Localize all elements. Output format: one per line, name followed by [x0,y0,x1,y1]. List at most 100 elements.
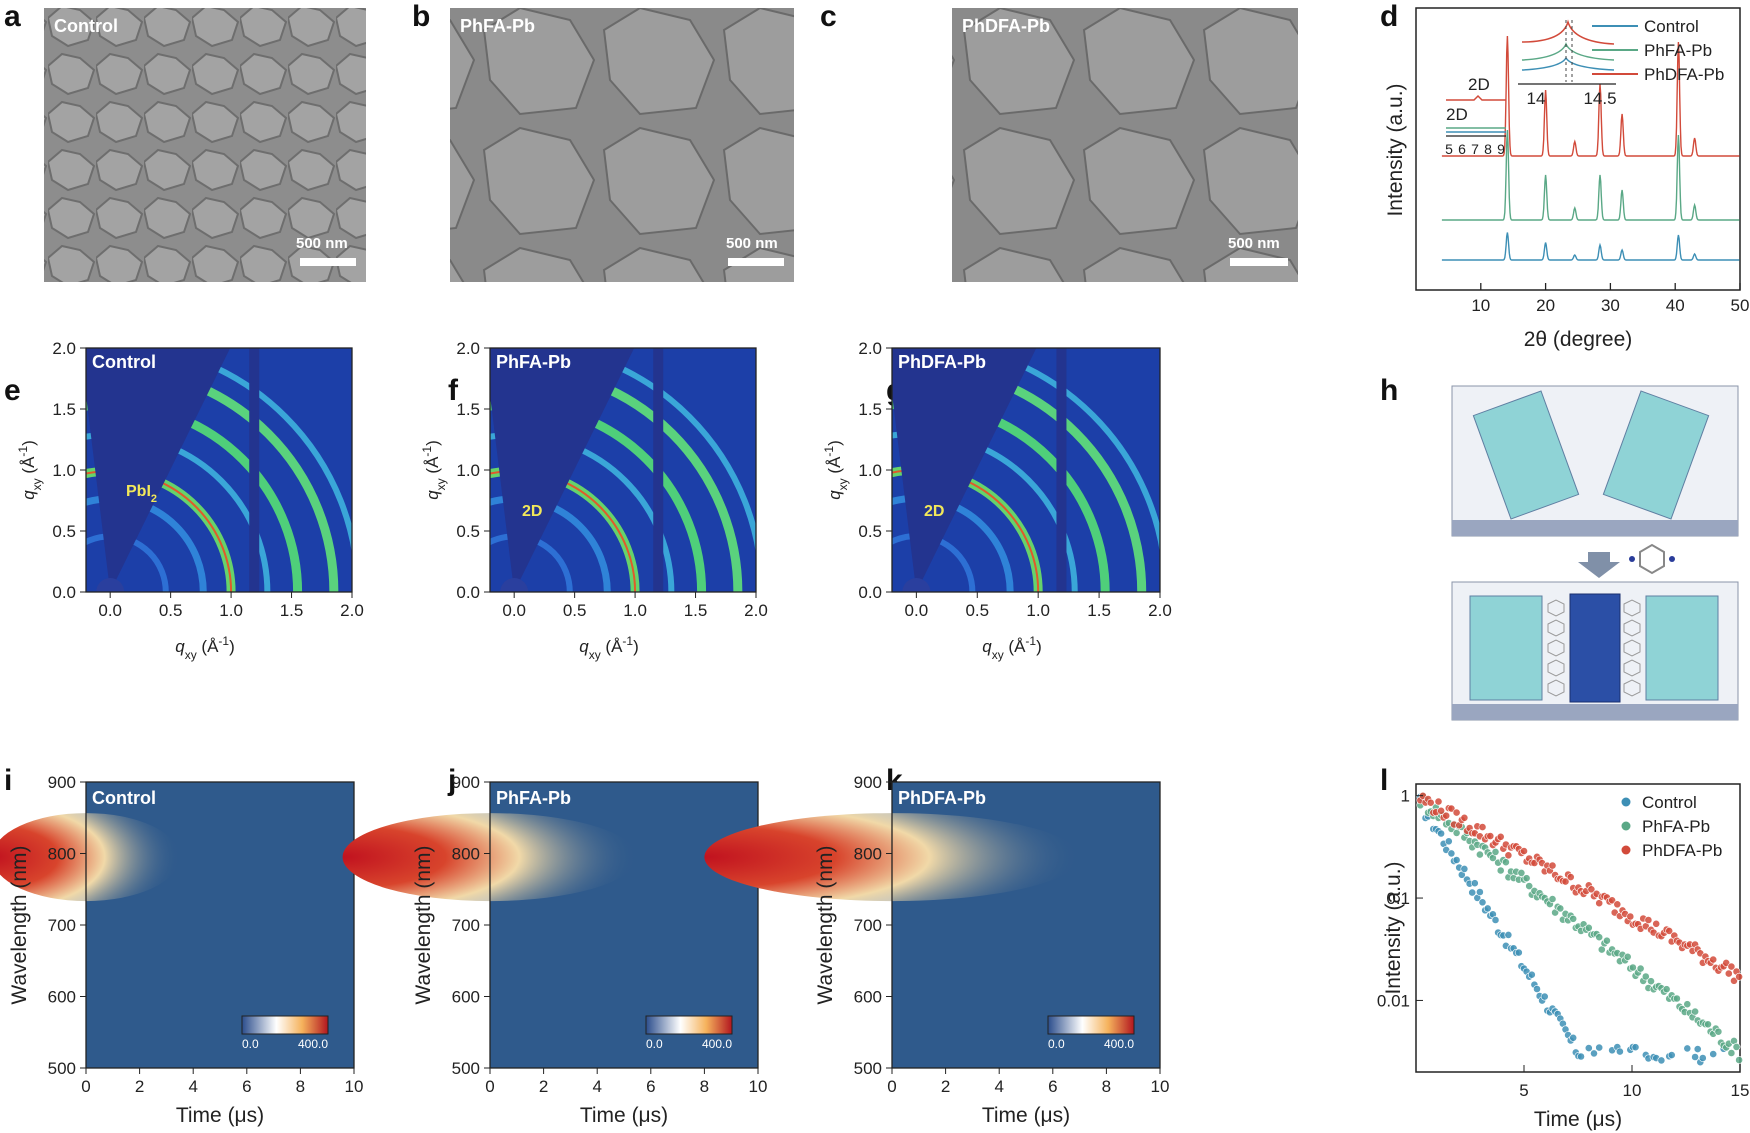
organic-spacer [1623,639,1641,657]
organic-spacer [1547,639,1565,657]
giwaxs-y-label-part: (Å [19,456,38,478]
trpl-point [1603,936,1611,945]
pl-ytick-label: 700 [48,916,76,935]
trpl-point [1647,977,1655,986]
trpl-point [1732,1043,1741,1051]
organic-spacer [1547,619,1565,637]
trpl-point [1595,1043,1604,1052]
giwaxs-missing-wedge [490,348,635,592]
pl-xlabel: Time (μs) [982,1104,1070,1127]
pl-xtick-label: 8 [1102,1077,1111,1096]
giwaxs-ytick-label: 2.0 [456,339,480,358]
pl-xtick-label: 0 [887,1077,896,1096]
trpl-legend: Control PhFA-Pb PhDFA-Pb [1621,793,1722,860]
giwaxs-map-control: Control PbI2 0.0 0.5 1.0 1.5 2.0 0.0 0.5 1.0 1.5 2.… [16,339,364,662]
trpl-point [1693,1045,1702,1053]
xrd-tick-label: 50 [1731,296,1750,315]
legend-label-phfa: PhFA-Pb [1642,817,1710,836]
trpl-point [1587,885,1596,894]
giwaxs-y-label-part: -1 [420,446,434,457]
giwaxs-detector-gap [249,348,260,592]
giwaxs-x-label-part: (Å [601,637,623,656]
pl-xtick-label: 10 [749,1077,768,1096]
giwaxs-ytick-label: 1.5 [456,400,480,419]
pl-sample-label: PhDFA-Pb [898,788,986,808]
crystal-schematic [1451,385,1739,721]
giwaxs-ytick-label: 1.0 [456,461,480,480]
trpl-point [1483,904,1492,913]
trpl-point [1623,952,1632,961]
perovskite-slab [1645,595,1719,701]
sem-image-control: Control 500 nm [44,8,366,282]
giwaxs-content [892,348,1160,592]
giwaxs-xtick-label: 2.0 [340,601,364,620]
panel-label-e: e [4,374,21,407]
pl-xtick-label: 2 [539,1077,548,1096]
giwaxs-y-label: qxy (Å-1) [822,440,850,500]
giwaxs-y-label-part: (Å [423,456,442,478]
inset-tick: 8 [1484,141,1492,157]
trpl-ytick-label: 0.1 [1386,889,1410,908]
giwaxs-annotation: 2D [924,503,944,520]
trpl-point [1709,955,1718,964]
down-arrow-icon [1578,552,1620,578]
giwaxs-xtick-label: 0.0 [905,601,929,620]
giwaxs-y-label-part: ) [423,440,442,446]
xrd-xlabel: 2θ (degree) [1524,328,1633,351]
giwaxs-x-label-part: q [982,637,992,656]
giwaxs-x-label-part: -1 [1025,634,1036,648]
trpl-point [1730,976,1738,985]
giwaxs-x-label: qxy (Å-1) [579,634,639,662]
legend-swatch-phdfa [1621,845,1631,855]
giwaxs-annotation: PbI2 [126,483,157,505]
scale-bar-label: 500 nm [726,235,778,252]
giwaxs-y-label-part: -1 [822,446,836,457]
organic-spacer [1623,599,1641,617]
pl-xtick-label: 8 [296,1077,305,1096]
trpl-point [1548,861,1557,870]
giwaxs-xtick-label: 1.0 [623,601,647,620]
pl-xtick-label: 4 [592,1077,601,1096]
pl-ytick-label: 600 [48,988,76,1007]
giwaxs-x-label-part: (Å [1004,637,1026,656]
trpl-point [1434,797,1443,806]
pl-ytick-label: 800 [854,845,882,864]
trpl-point [1520,847,1528,855]
giwaxs-missing-wedge [86,348,231,592]
giwaxs-ytick-label: 0.0 [456,583,480,602]
organic-spacer [1547,659,1565,677]
trpl-point [1476,888,1484,896]
pl-ytick-label: 800 [48,845,76,864]
sem-label-phfa: PhFA-Pb [460,16,535,36]
trpl-point [1452,808,1461,817]
giwaxs-detector-gap [653,348,664,592]
pl-xtick-label: 8 [700,1077,709,1096]
xrd-tick-label: 10 [1471,296,1490,315]
scale-bar-label: 500 nm [1228,235,1280,252]
giwaxs-x-label-part: q [579,637,589,656]
trpl-xtick-label: 10 [1623,1081,1642,1100]
trpl-point [1665,927,1674,935]
inset-tick: 14 [1527,89,1546,108]
giwaxs-detector-gap [1056,348,1067,592]
pl-ytick-label: 500 [48,1059,76,1078]
giwaxs-xtick-label: 2.0 [744,601,768,620]
trpl-point [1691,1053,1699,1061]
colorbar [241,1015,329,1035]
giwaxs-annotation: 2D [522,503,542,520]
inset-phdfa-line [1446,94,1506,101]
trpl-point [1496,832,1505,841]
panel-label-h: h [1380,374,1398,407]
giwaxs-xtick-label: 2.0 [1148,601,1172,620]
trpl-point [1735,1056,1743,1064]
xrd-ylabel: Intensity (a.u.) [1384,83,1407,216]
trpl-point [1584,923,1593,932]
trpl-point [1437,806,1445,815]
colorbar-max: 400.0 [1104,1037,1134,1051]
panel-label-i: i [4,764,12,797]
trpl-point [1486,832,1495,840]
giwaxs-y-label-part: xy [30,478,44,490]
trpl-point [1514,948,1523,957]
trpl-point [1447,849,1456,858]
pl-xtick-label: 0 [485,1077,494,1096]
